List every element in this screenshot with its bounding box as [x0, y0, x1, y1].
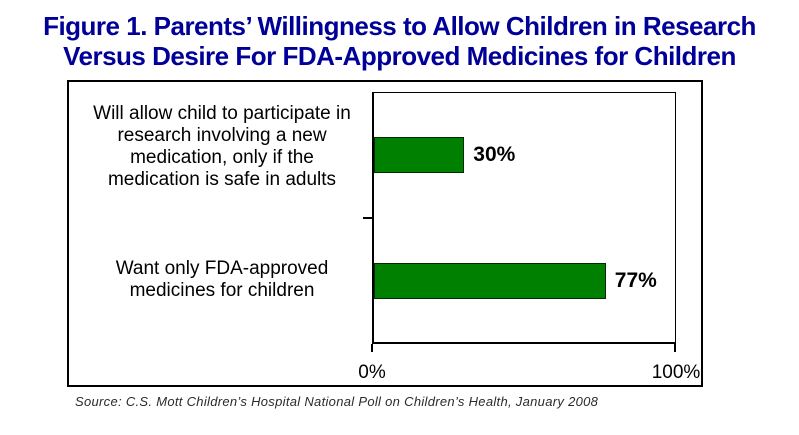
bar-fda: [374, 263, 606, 299]
value-label-research: 30%: [473, 143, 516, 166]
category-label-line: Will allow child to participate in: [93, 103, 351, 124]
bar-row: 30%: [374, 137, 675, 173]
bar-research: [374, 137, 465, 173]
chart-frame: Will allow child to participate in resea…: [67, 80, 703, 387]
figure-title: Figure 1. Parents’ Willingness to Allow …: [0, 11, 799, 71]
x-axis-tick-0: [371, 344, 373, 352]
category-label-line: Want only FDA-approved: [115, 258, 329, 279]
x-tick-label-100: 100%: [651, 362, 701, 383]
category-label-line: medication, only if the: [130, 147, 314, 168]
category-label-line: research involving a new: [117, 125, 327, 146]
value-label-fda: 77%: [614, 269, 657, 292]
category-label-research: Will allow child to participate in resea…: [77, 103, 367, 191]
category-label-line: medicines for children: [129, 280, 315, 301]
figure-title-line1: Figure 1. Parents’ Willingness to Allow …: [43, 11, 756, 41]
figure-title-line2: Versus Desire For FDA-Approved Medicines…: [63, 41, 736, 71]
category-axis-tick: [363, 217, 372, 219]
category-label-line: medication is safe in adults: [107, 169, 337, 190]
x-axis-tick-100: [674, 344, 676, 352]
category-label-fda: Want only FDA-approved medicines for chi…: [77, 258, 367, 302]
source-note: Source: C.S. Mott Children’s Hospital Na…: [75, 394, 599, 409]
bar-row: 77%: [374, 263, 675, 299]
plot-area: 30% 77%: [372, 92, 676, 344]
x-tick-label-0: 0%: [358, 362, 386, 383]
